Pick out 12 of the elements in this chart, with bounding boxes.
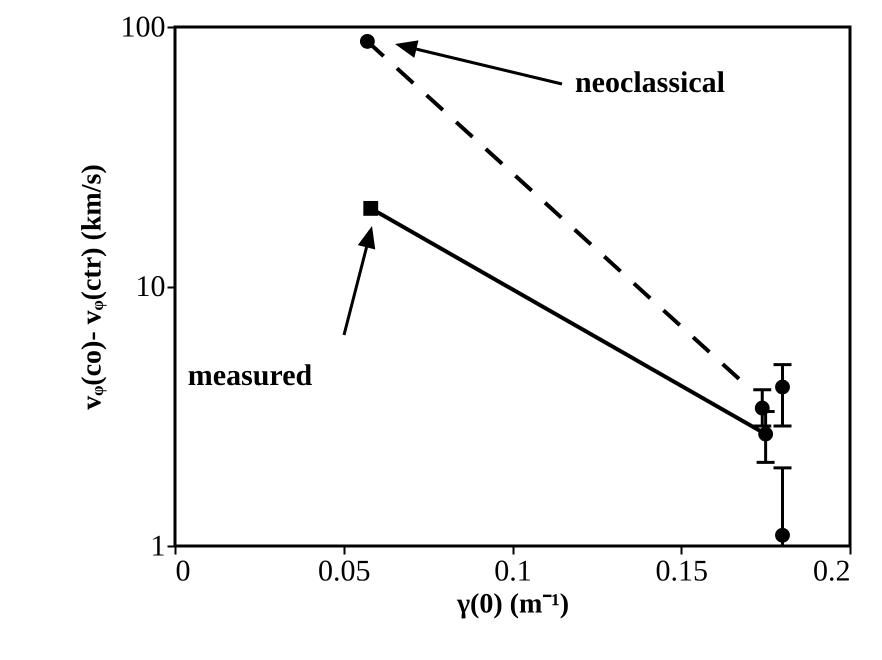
annotation: measured (188, 358, 313, 392)
y-tick-label: 1 (150, 530, 166, 562)
y-tick-label: 10 (136, 270, 166, 303)
x-tick-label: 0 (176, 554, 190, 588)
x-axis-title: γ(0) (m⁻¹) (456, 588, 570, 620)
annotation: neoclassical (575, 66, 725, 99)
y-axis-title: vᵩ(co)- vᵩ(ctr) (km/s) (76, 164, 108, 410)
x-tick-label: 0.2 (813, 554, 850, 588)
x-tick-label: 0.05 (318, 554, 370, 588)
x-tick-label: 0.15 (656, 554, 708, 588)
y-tick-label: 100 (120, 10, 166, 44)
x-tick-label: 0.1 (494, 554, 532, 588)
